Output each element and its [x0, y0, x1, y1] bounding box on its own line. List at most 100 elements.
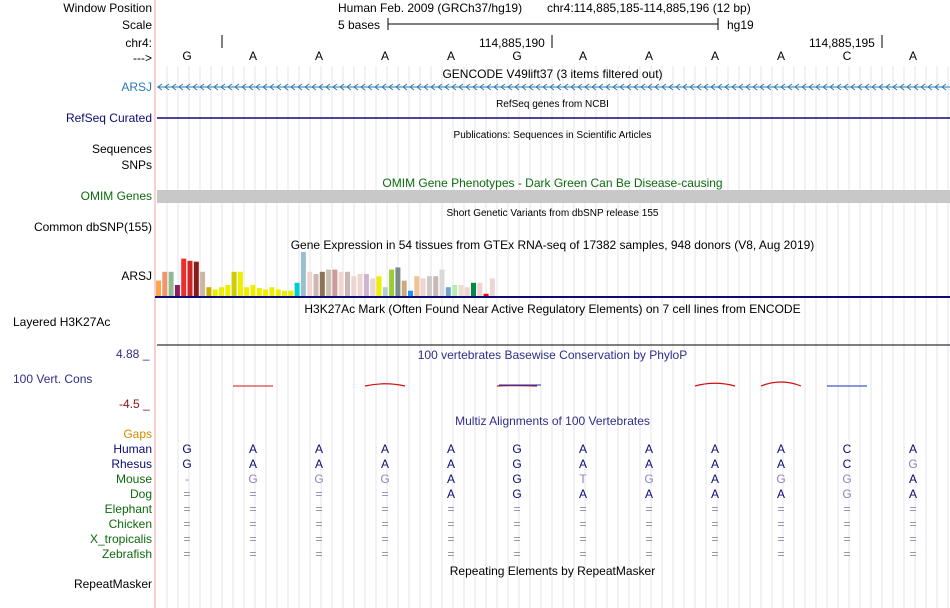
omim-genes-label[interactable]: OMIM Genes: [80, 189, 152, 203]
layered-h3k27ac-label[interactable]: Layered H3K27Ac: [13, 315, 111, 329]
gtex-bar: [382, 287, 388, 296]
gtex-bar: [156, 280, 161, 296]
gtex-bar: [181, 258, 187, 296]
species-label[interactable]: Elephant: [104, 502, 152, 516]
coord-tick-1: 114,885,190: [479, 36, 545, 50]
aligned-base: G: [380, 472, 390, 486]
gtex-bar: [300, 252, 306, 296]
snps-label[interactable]: SNPs: [121, 158, 152, 172]
gtex-bar: [269, 287, 275, 296]
strand-chevron: [801, 83, 807, 91]
strand-chevron: [920, 83, 926, 91]
strand-chevron: [605, 83, 611, 91]
refseq-track-title: RefSeq genes from NCBI: [496, 99, 609, 110]
refseq-curated-label[interactable]: RefSeq Curated: [65, 111, 152, 125]
strand-chevron: [472, 83, 478, 91]
gtex-bar: [376, 276, 382, 296]
strand-chevron: [339, 83, 345, 91]
species-label[interactable]: Zebrafish: [101, 547, 152, 561]
gtex-bar: [256, 288, 262, 296]
aligned-base: =: [909, 502, 917, 516]
strand-chevron: [633, 83, 639, 91]
gtex-bar: [489, 278, 495, 296]
aligned-base: =: [843, 547, 851, 561]
aligned-base: =: [249, 547, 257, 561]
species-label[interactable]: X_tropicalis: [89, 532, 152, 546]
strand-chevron: [619, 83, 625, 91]
gtex-bar: [263, 289, 269, 296]
aligned-base: =: [249, 517, 257, 531]
gtex-bar: [212, 289, 218, 296]
strand-chevron: [941, 83, 947, 91]
aligned-base: =: [645, 532, 653, 546]
chr-label: chr4:: [125, 36, 152, 50]
gtex-bar: [313, 274, 319, 296]
aligned-base: G: [512, 487, 522, 501]
common-dbsnp-label[interactable]: Common dbSNP(155): [33, 220, 152, 234]
gtex-bar: [174, 285, 180, 296]
strand-chevron: [486, 83, 492, 91]
gtex-bar: [244, 287, 250, 296]
species-label[interactable]: Rhesus: [111, 457, 152, 471]
vert-cons-label[interactable]: 100 Vert. Cons: [13, 372, 93, 386]
aligned-base: G: [314, 472, 324, 486]
aligned-base: =: [447, 502, 455, 516]
strand-chevron: [738, 83, 744, 91]
strand-chevron: [192, 83, 198, 91]
aligned-base: =: [711, 517, 719, 531]
strand-chevron: [290, 83, 296, 91]
gtex-bar: [389, 269, 395, 296]
strand-chevron: [829, 83, 835, 91]
aligned-base: =: [513, 502, 521, 516]
strand-chevron: [689, 83, 695, 91]
aligned-base: =: [381, 487, 389, 501]
gtex-bar: [294, 282, 300, 296]
strand-chevron: [171, 83, 177, 91]
aligned-base: =: [315, 487, 323, 501]
strand-chevron: [185, 83, 191, 91]
gtex-bar: [357, 274, 363, 296]
species-label[interactable]: Dog: [129, 487, 152, 501]
aligned-base: =: [183, 487, 191, 501]
aligned-base: =: [711, 547, 719, 561]
gaps-label: Gaps: [123, 427, 152, 441]
strand-chevron: [871, 83, 877, 91]
aligned-base: A: [908, 472, 917, 486]
species-label[interactable]: Chicken: [108, 517, 152, 531]
strand-chevron: [311, 83, 317, 91]
aligned-base: G: [908, 457, 918, 471]
aligned-base: A: [710, 487, 719, 501]
reference-base: A: [446, 49, 455, 63]
strand-chevron: [857, 83, 863, 91]
strand-chevron: [563, 83, 569, 91]
arsj-gtex-label[interactable]: ARSJ: [121, 269, 152, 283]
repeatmasker-label[interactable]: RepeatMasker: [73, 577, 152, 591]
gtex-bar: [200, 271, 206, 296]
aligned-base: A: [776, 487, 785, 501]
sequences-label[interactable]: Sequences: [91, 142, 152, 156]
strand-chevron: [521, 83, 527, 91]
aligned-base: =: [579, 502, 587, 516]
strand-chevron: [409, 83, 415, 91]
species-label[interactable]: Human: [113, 442, 152, 456]
aligned-base: G: [248, 472, 258, 486]
aligned-base: A: [380, 442, 389, 456]
aligned-base: =: [645, 502, 653, 516]
aligned-base: =: [447, 547, 455, 561]
species-label[interactable]: Mouse: [115, 472, 152, 486]
aligned-base: A: [578, 457, 587, 471]
gtex-bar: [477, 282, 483, 296]
reference-base: G: [182, 49, 192, 63]
gtex-bar: [439, 269, 445, 296]
phylop-peak: [364, 383, 406, 387]
repeatmasker-track-title: Repeating Elements by RepeatMasker: [449, 564, 656, 578]
strand-chevron: [906, 83, 912, 91]
strand-chevron: [199, 83, 205, 91]
gtex-bar: [162, 271, 168, 296]
alignment-row: = = = = = = = = = = = =: [155, 502, 950, 517]
strand-chevron: [262, 83, 268, 91]
arsj-gencode-label[interactable]: ARSJ: [121, 80, 152, 94]
